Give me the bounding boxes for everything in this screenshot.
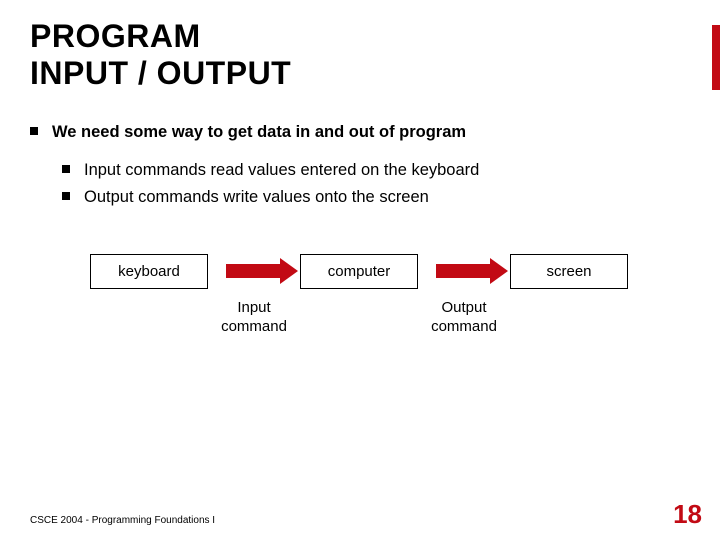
arrow-head-icon [280,258,298,284]
label-line: Input [237,299,270,316]
label-line: command [431,318,497,335]
arrow-head-icon [490,258,508,284]
flow-diagram: keyboard computer screen Input comm [30,254,690,374]
accent-bar [712,25,720,90]
spacer [510,299,628,337]
arrow-body-icon [226,264,282,278]
bullet-text: Output commands write values onto the sc… [84,185,429,210]
slide-title: PROGRAM INPUT / OUTPUT [30,18,690,92]
arrow-label-output: Output command [418,299,510,337]
title-line-1: PROGRAM [30,18,201,54]
title-line-2: INPUT / OUTPUT [30,55,291,91]
bullet-level1: We need some way to get data in and out … [30,120,690,145]
spacer [90,299,208,337]
arrow-output [418,264,510,278]
bullet-text: Input commands read values entered on th… [84,158,479,183]
arrow-input [208,264,300,278]
bullet-square-icon [30,127,38,135]
bullet-square-icon [62,165,70,173]
diagram-box-computer: computer [300,254,418,289]
bullet-text: We need some way to get data in and out … [52,120,466,145]
spacer [300,299,418,337]
bullet-level2: Output commands write values onto the sc… [62,185,690,210]
bullet-list: We need some way to get data in and out … [30,120,690,210]
label-line: command [221,318,287,335]
label-line: Output [441,299,486,316]
arrow-body-icon [436,264,492,278]
bullet-square-icon [62,192,70,200]
slide-body: PROGRAM INPUT / OUTPUT We need some way … [0,0,720,374]
diagram-box-keyboard: keyboard [90,254,208,289]
page-number: 18 [673,499,702,530]
arrow-label-input: Input command [208,299,300,337]
bullet-level2: Input commands read values entered on th… [62,158,690,183]
footer-text: CSCE 2004 - Programming Foundations I [30,515,215,526]
diagram-box-screen: screen [510,254,628,289]
